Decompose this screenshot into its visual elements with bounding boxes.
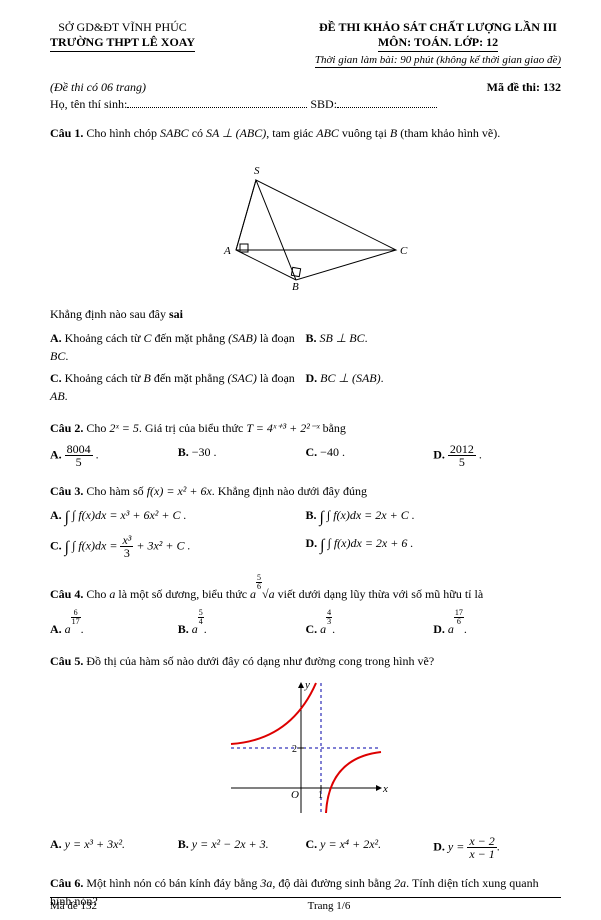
q2-options: A. 80045 . B. −30 . C. −40 . D. 20125 . [50,441,561,470]
svg-text:x: x [382,783,388,795]
q3-opt-C: C. ∫ ∫ f(x)dx = x³3 + 3x² + C . [50,532,306,562]
q5-opt-C: C. y = x⁴ + 2x². [306,833,434,862]
q1-opt-B: B. SB ⊥ BC. [306,327,562,367]
duration: Thời gian làm bài: 90 phút (không kể thờ… [315,54,561,68]
svg-text:O: O [291,789,299,801]
graph-icon: x y O 1 2 [221,678,391,818]
svg-text:C: C [400,245,408,257]
svg-text:S: S [254,165,260,177]
q4-opt-C: C. a43. [306,607,434,640]
q1-opt-A: A. Khoảng cách từ C đến mặt phẳng (SAB) … [50,327,306,367]
school: TRƯỜNG THPT LÊ XOAY [50,35,195,52]
q1-opt-D: D. BC ⊥ (SAB). [306,367,562,407]
q4-options: A. a617. B. a54. C. a43. D. a176. [50,607,561,640]
q5-opt-D: D. y = x − 2x − 1. [433,833,561,862]
name-line: Họ, tên thí sinh: SBD: [50,97,561,112]
sbd-blank [337,98,437,108]
q3-options: A. ∫ ∫ f(x)dx = x³ + 6x² + C . B. ∫ ∫ f(… [50,504,561,562]
q4-opt-D: D. a176. [433,607,561,640]
svg-text:A: A [223,245,231,257]
q1-figure: S A B C [50,150,561,295]
q3-opt-A: A. ∫ ∫ f(x)dx = x³ + 6x² + C . [50,504,306,532]
footer-page: Trang 1/6 [308,900,351,912]
header-right: ĐỀ THI KHẢO SÁT CHẤT LƯỢNG LẦN III MÔN: … [315,20,561,68]
q1-options: A. Khoảng cách từ C đến mặt phẳng (SAB) … [50,327,561,407]
q4-opt-B: B. a54. [178,607,306,640]
svg-text:2: 2 [292,744,297,755]
name-blank [127,98,307,108]
q1-num: Câu 1. [50,126,83,140]
footer: Mã đề 132 Trang 1/6 [50,897,561,912]
q1-opt-C: C. Khoảng cách từ B đến mặt phẳng (SAC) … [50,367,306,407]
header: SỞ GD&ĐT VĨNH PHÚC TRƯỜNG THPT LÊ XOAY Đ… [50,20,561,68]
svg-text:B: B [292,281,299,290]
q2-opt-A: A. 80045 . [50,441,178,470]
question-4: Câu 4. Cho a là một số dương, biểu thức … [50,574,561,640]
pyramid-icon: S A B C [196,150,416,290]
question-2: Câu 2. Cho 2ˣ = 5. Giá trị của biểu thức… [50,419,561,470]
question-1: Câu 1. Cho hình chóp SABC có SA ⊥ (ABC),… [50,124,561,407]
header-left: SỞ GD&ĐT VĨNH PHÚC TRƯỜNG THPT LÊ XOAY [50,20,195,68]
q5-options: A. y = x³ + 3x². B. y = x² − 2x + 3. C. … [50,833,561,862]
q1-prompt: Khẳng định nào sau đây sai [50,305,561,323]
sbd-label: SBD: [310,97,337,111]
question-5: Câu 5. Đồ thị của hàm số nào dưới đây có… [50,652,561,862]
meta-row: (Đề thi có 06 trang) Mã đề thi: 132 [50,80,561,95]
name-label: Họ, tên thí sinh: [50,97,127,111]
q2-opt-B: B. −30 . [178,441,306,470]
exam-title: ĐỀ THI KHẢO SÁT CHẤT LƯỢNG LẦN III [315,20,561,35]
page-count-note: (Đề thi có 06 trang) [50,80,146,95]
exam-page: SỞ GD&ĐT VĨNH PHÚC TRƯỜNG THPT LÊ XOAY Đ… [0,0,601,920]
footer-code: Mã đề 132 [50,900,97,912]
q2-opt-C: C. −40 . [306,441,434,470]
q3-opt-B: B. ∫ ∫ f(x)dx = 2x + C . [306,504,562,532]
authority: SỞ GD&ĐT VĨNH PHÚC [50,20,195,35]
exam-code: Mã đề thi: 132 [487,80,561,95]
q5-opt-A: A. y = x³ + 3x². [50,833,178,862]
q5-figure: x y O 1 2 [50,678,561,823]
subject: MÔN: TOÁN. LỚP: 12 [378,35,498,52]
q5-opt-B: B. y = x² − 2x + 3. [178,833,306,862]
q3-opt-D: D. ∫ ∫ f(x)dx = 2x + 6 . [306,532,562,562]
q4-opt-A: A. a617. [50,607,178,640]
svg-text:1: 1 [318,790,323,801]
svg-text:y: y [304,679,310,691]
q2-opt-D: D. 20125 . [433,441,561,470]
question-3: Câu 3. Cho hàm số f(x) = x² + 6x. Khẳng … [50,482,561,562]
